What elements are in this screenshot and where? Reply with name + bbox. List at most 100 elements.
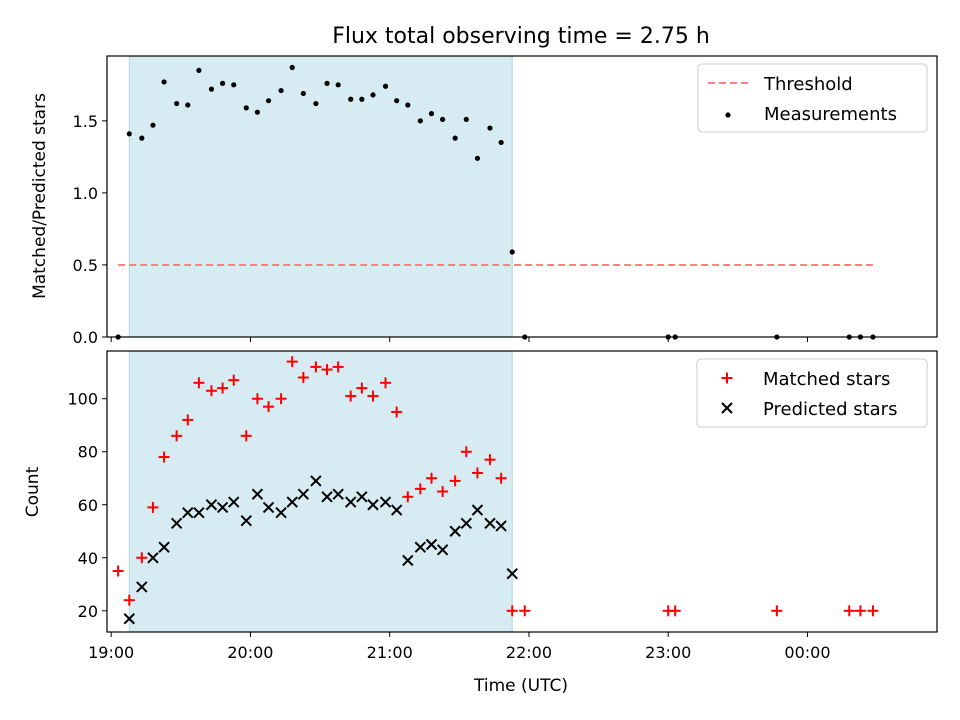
data-point-plus [321,364,333,376]
data-point-plus [867,605,879,617]
legend-frame [696,358,928,428]
data-point-dot [174,100,180,107]
data-point-x [262,501,275,514]
data-point-plus [158,451,170,463]
data-point-dot [417,118,423,124]
x-tick-label: 23:00 [645,643,691,662]
data-point-plus [228,374,240,386]
data-point-x [436,544,449,556]
legend-label: Predicted stars [763,399,897,420]
data-point-plus [310,361,322,373]
data-point-dot [300,90,306,97]
data-point-dot [498,139,504,146]
data-point-x [460,517,473,530]
data-point-plus [506,605,518,617]
data-point-dot [278,87,284,94]
data-point-plus [449,475,461,487]
data-point-plus [112,565,124,577]
data-point-dot [139,135,145,141]
flux-ratio-panel: 0.0 0.5 1.0 1.5 Threshold Measurements [73,55,938,347]
data-point-plus [332,361,344,373]
data-point-x [182,507,194,519]
data-point-dot [150,122,156,128]
legend-label: Measurements [764,104,897,125]
data-point-x [275,507,287,519]
data-point-plus [519,605,531,617]
data-point-x [495,520,507,532]
data-point-plus [843,605,855,617]
data-point-plus [460,446,472,458]
star-count-panel: 20 40 60 80 100 19:00 20:00 21:00 22:00 23:00 00:0… [67,350,938,662]
data-point-dot [208,86,215,92]
data-point-plus [182,414,194,426]
data-point-dot [509,249,515,255]
data-point-x [379,496,392,508]
data-point-dot [359,96,365,102]
data-point-plus [263,401,275,413]
data-point-plus [771,605,783,617]
chart-title: Flux total observing time = 2.75 h [332,24,710,49]
data-point-dot [474,155,481,161]
data-point-dot [405,102,411,108]
data-point-x [136,581,148,593]
data-point-x [123,613,135,625]
data-point-dot [289,64,295,71]
y-tick-label: 60 [78,496,98,515]
x-tick-label: 21:00 [367,643,413,662]
legend-frame [697,63,928,133]
data-point-plus [425,472,437,484]
data-point-plus [147,501,159,513]
legend-marker-swatch [725,112,731,118]
data-point-plus [251,393,263,405]
data-point-plus [205,385,217,397]
data-point-x [414,541,427,553]
data-point-plus [367,390,379,402]
data-point-plus [240,430,252,442]
y-tick-label: 100 [67,390,98,409]
legend-marker-swatch [721,402,733,414]
x-tick-label: 19:00 [88,643,134,662]
y-tick-label: 40 [78,549,98,568]
data-point-plus [171,430,183,442]
data-point-plus [217,382,229,394]
data-point-plus [402,491,414,503]
data-point-plus [669,605,681,617]
x-tick-label: 00:00 [784,643,830,662]
data-point-x [147,552,159,564]
data-point-x [484,517,496,530]
data-point-plus [275,393,287,405]
data-point-dot [382,83,389,89]
data-point-dot [394,98,400,104]
data-point-dot [185,102,191,108]
data-point-x [356,491,368,503]
data-point-plus [437,486,449,497]
observing-span-shade [128,350,513,633]
data-point-x [367,499,379,511]
data-point-dot [243,105,249,111]
legend-label: Threshold [763,74,853,95]
data-point-x [205,499,218,511]
data-point-plus [391,406,403,418]
y-tick-label: 1.0 [73,184,98,203]
data-point-plus [297,372,309,384]
data-point-plus [484,454,496,466]
y-tick-label: 80 [78,443,98,462]
legend-marker-swatch [721,372,733,384]
data-point-x [345,496,357,508]
data-point-x [158,541,170,553]
data-point-plus [356,382,368,394]
data-point-plus [854,605,866,617]
y-axis-label-ratio: Matched/Predicted stars [30,93,50,299]
data-point-x [170,517,183,530]
data-point-x [321,491,333,503]
y-axis-label-count: Count [23,466,43,517]
data-point-plus [471,467,483,479]
data-point-x [240,514,252,527]
data-point-dot [452,135,458,141]
axes-frame [106,350,938,633]
data-point-x [286,496,298,508]
data-point-dot [313,100,319,107]
observing-span-shade [128,55,513,338]
legend: Threshold Measurements [697,63,928,133]
